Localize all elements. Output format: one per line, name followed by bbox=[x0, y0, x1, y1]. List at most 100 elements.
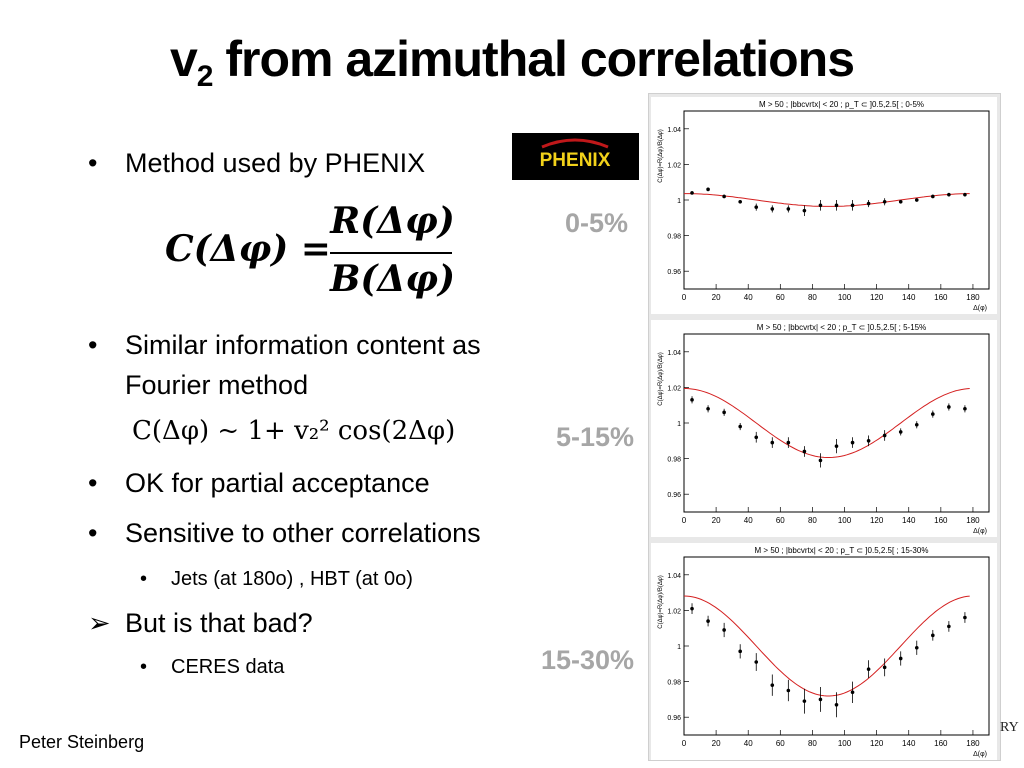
data-point bbox=[931, 194, 935, 199]
x-tick-label: 40 bbox=[744, 739, 753, 748]
data-point bbox=[706, 406, 710, 411]
x-axis-label: Δ(φ) bbox=[973, 528, 987, 535]
chart-title: M > 50 ; |bbcvrtx| < 20 ; p_T ⊂ ]0.5,2.5… bbox=[755, 546, 929, 555]
data-point bbox=[850, 203, 855, 208]
fraction-bar bbox=[330, 252, 452, 254]
x-tick-label: 60 bbox=[776, 739, 785, 748]
data-point bbox=[914, 198, 919, 202]
x-tick-label: 0 bbox=[682, 516, 687, 525]
x-tick-label: 40 bbox=[744, 293, 753, 302]
y-tick-label: 1.04 bbox=[667, 350, 681, 357]
data-point bbox=[850, 440, 855, 445]
x-tick-label: 160 bbox=[934, 739, 948, 748]
centrality-label: 5-15% bbox=[556, 422, 635, 452]
data-point bbox=[754, 660, 759, 664]
data-point bbox=[690, 191, 694, 195]
bullet-text: Sensitive to other correlations bbox=[125, 518, 481, 548]
y-tick-label: 1.02 bbox=[667, 162, 681, 169]
y-tick-label: 0.96 bbox=[667, 715, 681, 722]
author-footer: Peter Steinberg bbox=[19, 732, 145, 752]
data-point bbox=[898, 430, 903, 434]
x-tick-label: 20 bbox=[712, 739, 721, 748]
data-point bbox=[770, 683, 775, 687]
data-point bbox=[786, 207, 791, 211]
bullet-marker: • bbox=[140, 656, 148, 678]
y-tick-label: 0.96 bbox=[667, 269, 681, 276]
x-tick-label: 180 bbox=[966, 516, 980, 525]
y-tick-label: 0.98 bbox=[667, 234, 681, 241]
y-tick-label: 1.04 bbox=[667, 573, 681, 580]
equation-lhs: C(Δφ) = bbox=[165, 228, 331, 270]
correlation-chart-15-30: M > 50 ; |bbcvrtx| < 20 ; p_T ⊂ ]0.5,2.5… bbox=[658, 546, 990, 758]
title-subscript: 2 bbox=[196, 60, 214, 93]
chart-panel-15-30: M > 50 ; |bbcvrtx| < 20 ; p_T ⊂ ]0.5,2.5… bbox=[651, 543, 997, 760]
centrality-label: 15-30% bbox=[541, 645, 635, 675]
x-tick-label: 60 bbox=[776, 293, 785, 302]
x-tick-label: 160 bbox=[934, 516, 948, 525]
x-tick-label: 160 bbox=[934, 293, 948, 302]
corner-logo-fragment: RY bbox=[1000, 720, 1019, 735]
x-tick-label: 120 bbox=[870, 516, 884, 525]
data-point bbox=[882, 665, 887, 670]
equation-denominator: B(Δφ) bbox=[330, 258, 455, 300]
data-point bbox=[882, 199, 887, 204]
x-tick-label: 180 bbox=[966, 293, 980, 302]
x-tick-label: 120 bbox=[870, 293, 884, 302]
data-point bbox=[931, 633, 935, 638]
data-point bbox=[754, 205, 759, 209]
x-tick-label: 80 bbox=[808, 516, 817, 525]
y-tick-label: 0.96 bbox=[667, 492, 681, 499]
data-point bbox=[963, 192, 967, 197]
x-tick-label: 140 bbox=[902, 293, 916, 302]
x-axis-label: Δ(φ) bbox=[973, 305, 987, 312]
data-point bbox=[818, 697, 823, 702]
x-tick-label: 100 bbox=[838, 516, 852, 525]
bullet-text: But is that bad? bbox=[125, 608, 313, 638]
data-point bbox=[834, 203, 839, 208]
data-point bbox=[931, 412, 935, 416]
bullet-text: Jets (at 180o) , HBT (at 0o) bbox=[171, 568, 413, 590]
fit-curve bbox=[683, 595, 970, 697]
x-tick-label: 100 bbox=[838, 739, 852, 748]
data-point bbox=[914, 645, 919, 650]
data-point bbox=[786, 440, 791, 445]
x-tick-label: 80 bbox=[808, 293, 817, 302]
phenix-logo: PHENIX bbox=[512, 133, 639, 180]
data-point bbox=[738, 199, 742, 204]
y-tick-label: 1 bbox=[677, 644, 681, 651]
bullet-text: OK for partial acceptance bbox=[125, 468, 430, 498]
data-point bbox=[947, 405, 951, 409]
data-point bbox=[738, 424, 742, 429]
data-point bbox=[834, 702, 839, 707]
x-tick-label: 140 bbox=[902, 516, 916, 525]
chart-title: M > 50 ; |bbcvrtx| < 20 ; p_T ⊂ ]0.5,2.5… bbox=[759, 100, 924, 109]
y-axis-label: C(Δφ)=R(Δφ)/B(Δφ) bbox=[658, 129, 664, 183]
data-point bbox=[802, 208, 807, 213]
data-point bbox=[866, 201, 871, 206]
data-point bbox=[866, 667, 871, 671]
x-tick-label: 0 bbox=[682, 293, 687, 302]
fourier-equation: C(Δφ) ~ 1+ v₂² cos(2Δφ) bbox=[132, 416, 456, 446]
bullet-marker: • bbox=[88, 330, 98, 360]
data-point bbox=[786, 688, 791, 693]
data-point bbox=[690, 606, 694, 611]
correlation-chart-0-5: M > 50 ; |bbcvrtx| < 20 ; p_T ⊂ ]0.5,2.5… bbox=[658, 100, 990, 312]
bullet-text: Fourier method bbox=[125, 370, 309, 400]
data-point bbox=[690, 398, 694, 402]
data-point bbox=[738, 649, 742, 654]
slide-title: v2 from azimuthal correlations bbox=[0, 30, 1024, 94]
bullet-text: Method used by PHENIX bbox=[125, 148, 426, 178]
y-tick-label: 1.02 bbox=[667, 385, 681, 392]
x-tick-label: 60 bbox=[776, 516, 785, 525]
chart-title: M > 50 ; |bbcvrtx| < 20 ; p_T ⊂ ]0.5,2.5… bbox=[757, 323, 926, 332]
y-tick-label: 1.02 bbox=[667, 608, 681, 615]
y-tick-label: 0.98 bbox=[667, 457, 681, 464]
data-point bbox=[963, 615, 967, 620]
x-tick-label: 180 bbox=[966, 739, 980, 748]
equation-numerator: R(Δφ) bbox=[330, 200, 455, 242]
bullet-marker: • bbox=[88, 148, 98, 178]
data-point bbox=[947, 192, 951, 197]
data-point bbox=[898, 656, 903, 661]
data-point bbox=[706, 187, 710, 192]
title-rest: from azimuthal correlations bbox=[212, 31, 855, 87]
